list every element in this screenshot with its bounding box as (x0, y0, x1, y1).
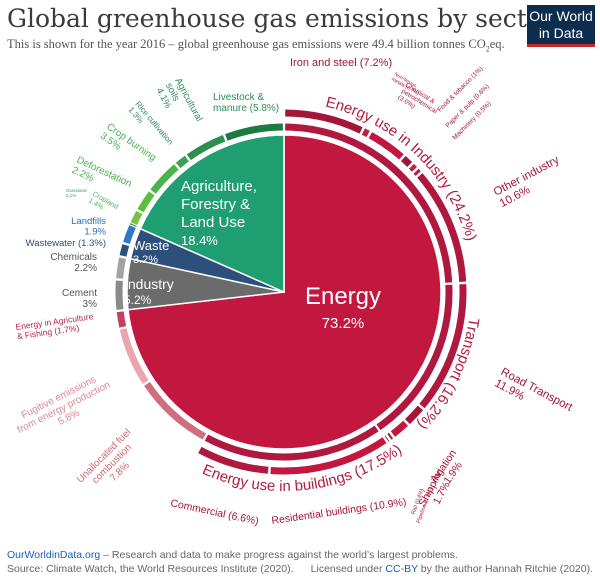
subsector-arc-energy-use-in-buildings (204, 425, 379, 461)
subsector-arc-energy-in-agriculture-fishing (116, 311, 127, 328)
subsector-arc-transport (376, 284, 453, 431)
detail-arc-non-ferous-metals (361, 128, 370, 138)
subtitle-subscript: 2 (485, 44, 490, 54)
callout-label-cropburn: Crop burning3.5% (98, 121, 158, 172)
subsector-arc-chemicals (116, 257, 126, 279)
license-pre: Licensed under (310, 563, 386, 575)
detail-arc-iron-and-steel (285, 109, 363, 134)
slice-label-waste: Waste (133, 238, 169, 253)
slice-label-energy: Energy (305, 283, 381, 310)
footer-tagline: – Research and data to make progress aga… (100, 549, 458, 561)
subtitle-end: eq. (489, 37, 505, 51)
slice-value-agriculture: 18.4% (181, 233, 218, 248)
callout-label-cropland: Cropland1.4% (87, 191, 119, 218)
subsector-arc-fugitive-emissions-from-energy-production (119, 328, 149, 384)
footer-site-link[interactable]: OurWorldinData.org (7, 549, 101, 561)
callout-label-fugitive: Fugitive emissionsfrom energy production… (11, 370, 118, 446)
logo-line-1: Our World (529, 8, 593, 24)
chart-title: Global greenhouse gas emissions by secto… (7, 4, 554, 33)
subsector-arc-livestock-manure (225, 123, 283, 141)
detail-arc-food-tobacco (400, 155, 413, 168)
slice-value-industry: 5.2% (124, 293, 152, 307)
footer-license: Licensed under CC-BY by the author Hanna… (311, 563, 593, 575)
detail-arc-other-industry (417, 173, 467, 282)
footer-source: Source: Climate Watch, the World Resourc… (7, 563, 294, 575)
slice-label-agriculture: Agriculture, Forestry & Land Use (181, 178, 257, 231)
callout-label-iron: Iron and steel (7.2%) (290, 57, 392, 69)
detail-arc-aviation (405, 405, 424, 425)
subsector-arc-wastewater (119, 244, 130, 257)
subtitle-main: This is shown for the year 2016 – global… (7, 37, 486, 51)
callout-label-livestock: Livestock & manure (5.8%) (213, 92, 279, 114)
callout-label-chem: Chemical &petrochemical(3.6%) (396, 82, 442, 122)
callout-label-cement: Cement 3% (62, 288, 97, 310)
callout-label-energyag: Energy in Agriculture& Fishing (1.7%) (15, 311, 96, 341)
callout-label-landfills: Landfills 1.9% (71, 216, 106, 238)
subsector-arc-crop-burning (150, 164, 179, 194)
subsector-arc-unallocated-fuel-combustion (144, 382, 207, 440)
slice-value-energy: 73.2% (322, 315, 365, 332)
subsector-arc-cement (115, 280, 124, 310)
callout-label-other: Other industry10.6% (492, 154, 568, 210)
callout-label-wastewater: Wastewater (1.3%) (26, 238, 106, 249)
callout-label-chemicals: Chemicals 2.2% (50, 252, 97, 274)
chart-subtitle: This is shown for the year 2016 – global… (7, 37, 505, 54)
callout-label-road: Road Transport11.9% (493, 366, 575, 426)
detail-arc-machinery (413, 168, 421, 176)
callout-label-grassland: Grassland 0.1% (66, 188, 87, 198)
callout-label-unalloc: Unallocated fuelcombustion7.8% (75, 427, 149, 501)
callout-label-commercial: Commercial (6.6%) (169, 497, 259, 527)
detail-arc-paper-pulp (408, 163, 417, 172)
license-link[interactable]: CC-BY (385, 563, 418, 575)
subsector-arc-rice-cultivation (175, 155, 189, 169)
logo-line-2: in Data (538, 25, 584, 41)
footer-research: OurWorldinData.org – Research and data t… (7, 549, 458, 561)
detail-arc-chemical-petrochemical (368, 132, 404, 160)
detail-arc-commercial (198, 446, 269, 474)
subsector-arc-agricultural-soils (186, 134, 226, 161)
subsector-arc-cropland (130, 210, 143, 225)
slice-value-waste: 3.2% (133, 254, 158, 266)
detail-arc-pipeline (384, 435, 390, 442)
subsector-arc-energy-use-in-industry (285, 123, 453, 283)
pie-slice-agriculture-forestry-land-use (139, 134, 285, 294)
license-post: by the author Hannah Ritchie (2020). (417, 563, 593, 575)
detail-arc-rail (387, 432, 394, 440)
subsector-arc-deforestation (137, 191, 155, 213)
subsector-arc-grassland (129, 223, 137, 228)
callout-label-deforest: Deforestation2.2% (70, 155, 133, 200)
subsector-arc-landfills (123, 225, 136, 244)
callout-label-food: Food & tobacco (1%) (436, 65, 484, 113)
callout-label-residential: Residential buildings (10.9%) (271, 496, 407, 527)
detail-arc-residential-buildings (270, 437, 387, 475)
owid-logo[interactable]: Our World in Data (527, 5, 595, 47)
detail-arc-road-transport (419, 284, 467, 409)
detail-arc-shipping (390, 420, 408, 437)
slice-label-industry: Industry (124, 276, 174, 292)
